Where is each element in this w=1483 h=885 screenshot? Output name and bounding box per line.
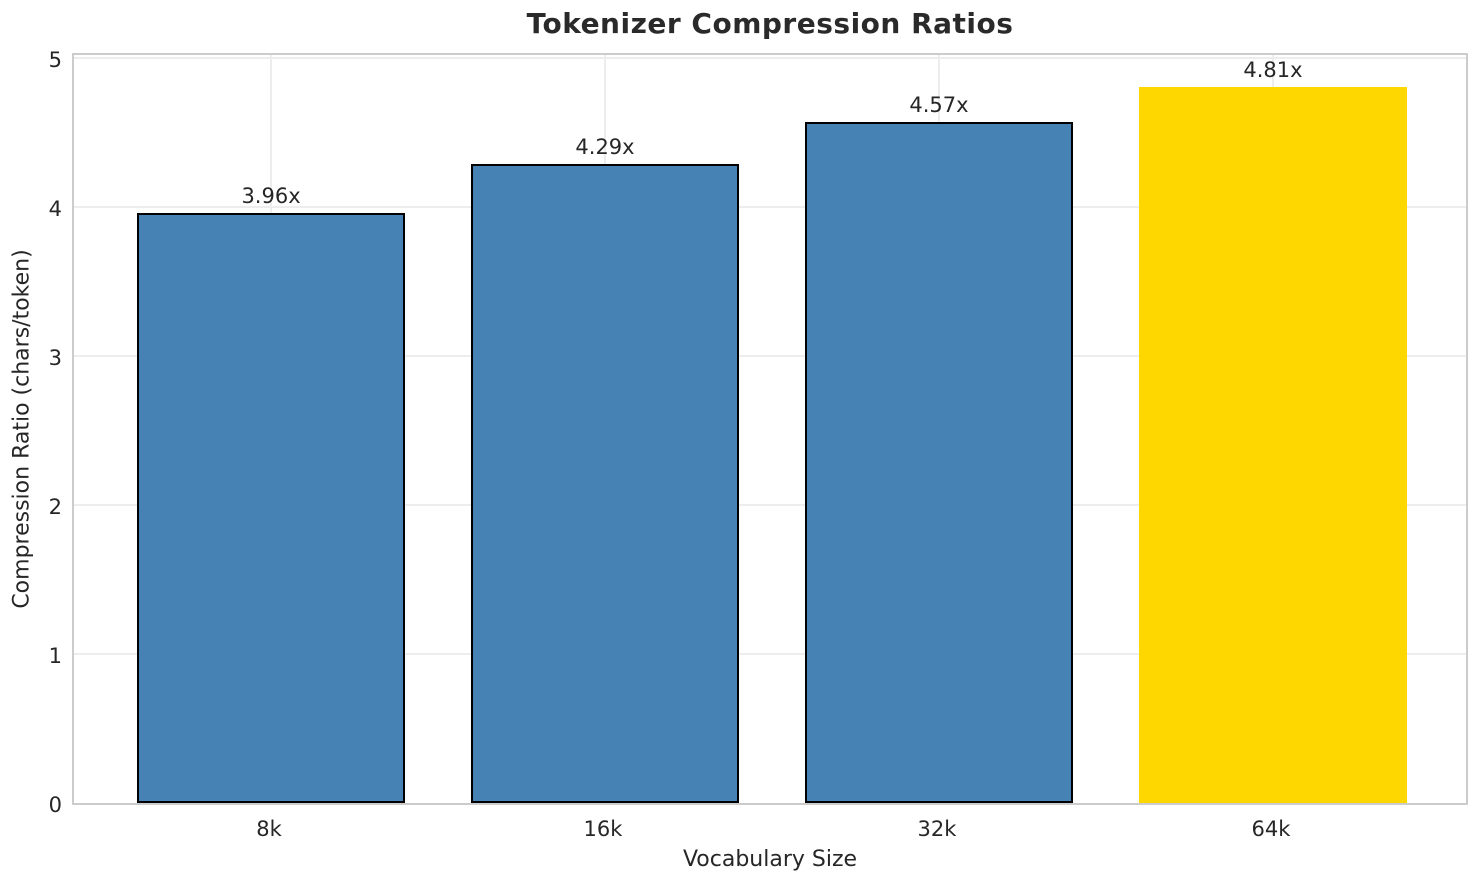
bar-16k bbox=[471, 164, 739, 803]
y-axis-label: Compression Ratio (chars/token) bbox=[9, 249, 35, 609]
y-tick-label: 1 bbox=[48, 644, 62, 669]
gridline-horizontal bbox=[74, 355, 1466, 358]
gridline-horizontal bbox=[74, 653, 1466, 656]
x-axis-label: Vocabulary Size bbox=[682, 847, 858, 872]
chart-title: Tokenizer Compression Ratios bbox=[526, 7, 1014, 40]
y-tick-label: 2 bbox=[48, 495, 62, 520]
bar-value-label: 3.96x bbox=[241, 184, 301, 209]
bar-value-label: 4.29x bbox=[575, 135, 635, 160]
bar-value-label: 4.81x bbox=[1243, 57, 1303, 82]
gridline-horizontal bbox=[74, 206, 1466, 209]
bar-8k bbox=[137, 213, 405, 803]
y-tick-label: 4 bbox=[48, 197, 62, 222]
bar-value-label: 4.57x bbox=[909, 93, 969, 118]
gridline-horizontal bbox=[74, 504, 1466, 507]
x-tick-label: 64k bbox=[1251, 817, 1291, 841]
bar-32k bbox=[805, 122, 1073, 803]
bar-64k bbox=[1139, 86, 1407, 803]
plot-area: 3.96x 4.29x 4.57x 4.81x bbox=[72, 53, 1468, 805]
x-tick-label: 8k bbox=[256, 817, 282, 841]
y-tick-label: 5 bbox=[48, 48, 62, 73]
x-tick-label: 32k bbox=[917, 817, 957, 841]
x-tick-label: 16k bbox=[583, 817, 623, 841]
gridline-horizontal bbox=[74, 57, 1466, 60]
y-tick-label: 0 bbox=[48, 793, 62, 817]
y-tick-label: 3 bbox=[48, 346, 62, 371]
